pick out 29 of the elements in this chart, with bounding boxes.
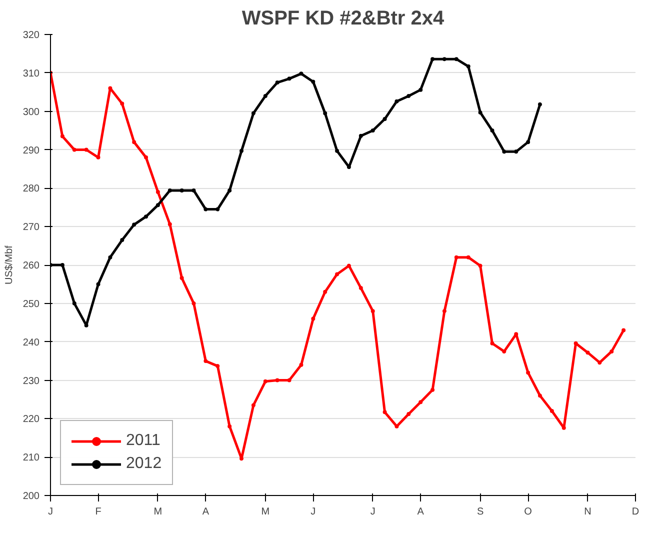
legend-label: 2011 (126, 432, 160, 450)
y-tick-label: 230 (22, 376, 40, 387)
y-tick-label: 320 (22, 30, 40, 41)
y-tick-label: 240 (22, 337, 40, 348)
x-tick-label: N (584, 506, 592, 518)
y-tick-label: 200 (22, 491, 40, 502)
x-tick-label: J (48, 506, 53, 518)
legend-label: 2012 (126, 455, 162, 473)
x-tick-label: J (370, 506, 376, 518)
x-tick-label: M (154, 506, 162, 518)
x-tick-label: A (417, 506, 424, 518)
y-tick-label: 220 (22, 414, 40, 426)
y-tick-label: 250 (22, 298, 40, 310)
x-tick-label: J (310, 506, 316, 518)
x-tick-label: F (95, 506, 102, 518)
y-tick-label: 280 (22, 184, 40, 195)
y-axis-title: US$/Mbf (4, 245, 15, 284)
x-tick-label: A (202, 506, 210, 518)
y-tick-label: 290 (22, 145, 40, 156)
y-tick-label: 310 (22, 68, 40, 80)
y-tick-label: 270 (22, 222, 40, 234)
x-tick-label: D (632, 506, 640, 518)
y-tick-label: 300 (22, 106, 40, 118)
x-tick-label: S (476, 506, 484, 518)
chart-title: WSPF KD #2&Btr 2x4 (242, 8, 446, 30)
x-tick-label: M (261, 506, 270, 518)
y-tick-label: 260 (22, 260, 40, 272)
x-tick-label: O (524, 506, 532, 518)
y-tick-label: 210 (22, 452, 40, 464)
